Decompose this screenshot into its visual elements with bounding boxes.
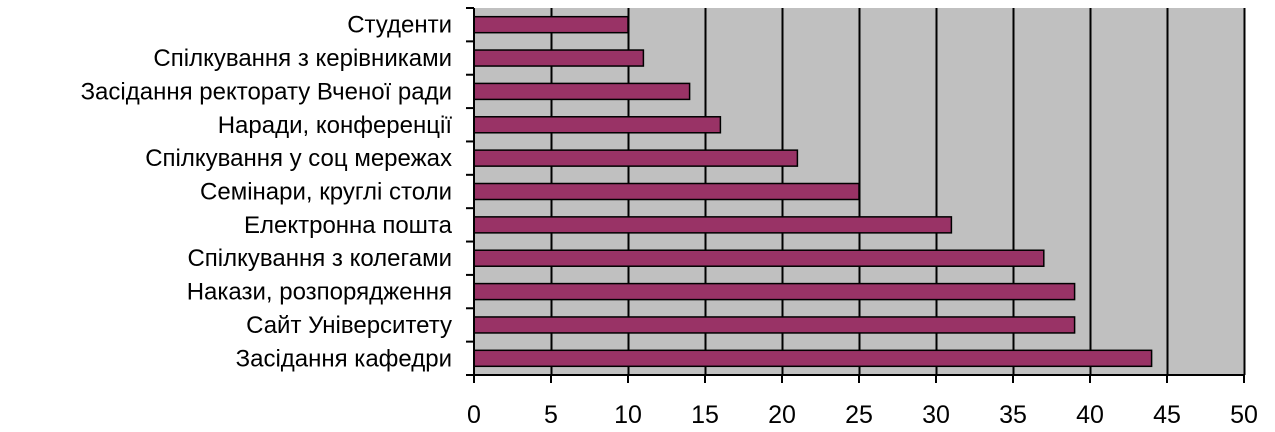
bar-0 — [473, 15, 629, 34]
category-labels: Студенти Спілкування з керівниками Засідан… — [81, 12, 453, 373]
bar-1 — [473, 49, 645, 67]
axes — [466, 7, 1245, 383]
x-tick-label-3: 15 — [691, 401, 719, 429]
x-tick-label-6: 30 — [922, 401, 950, 429]
x-tick-label-10: 50 — [1230, 401, 1258, 429]
x-tick-label-7: 35 — [999, 401, 1027, 429]
bar-4 — [473, 149, 799, 167]
x-tick-labels: 0 5 10 15 20 25 30 35 40 45 50 — [467, 401, 1258, 429]
category-label-7: Спілкування з колегами — [187, 245, 452, 272]
bar-7 — [473, 249, 1045, 267]
category-label-0: Студенти — [347, 12, 452, 39]
category-label-4: Спілкування у соц мережах — [145, 145, 452, 172]
category-label-1: Спілкування з керівниками — [153, 45, 452, 72]
bar-9 — [473, 316, 1076, 334]
bar-6 — [473, 216, 953, 234]
x-tick-label-2: 10 — [614, 401, 642, 429]
x-tick-label-4: 20 — [768, 401, 796, 429]
category-label-9: Сайт Університету — [246, 312, 452, 339]
bar-3 — [473, 116, 722, 134]
category-label-5: Семінари, круглі столи — [200, 179, 452, 206]
bar-2 — [473, 82, 691, 101]
bar-5 — [473, 182, 860, 201]
bar-10 — [473, 349, 1153, 368]
category-label-3: Наради, конференції — [218, 112, 453, 139]
x-tick-label-8: 40 — [1076, 401, 1104, 429]
category-label-10: Засідання кафедри — [236, 345, 452, 372]
bar-8 — [473, 282, 1076, 301]
x-tick-label-0: 0 — [467, 401, 481, 429]
category-label-8: Накази, розпорядження — [187, 279, 452, 306]
category-label-2: Засідання ректорату Вченої ради — [81, 78, 452, 105]
x-tick-label-9: 45 — [1153, 401, 1181, 429]
category-label-6: Електронна пошта — [244, 212, 453, 239]
x-tick-label-5: 25 — [845, 401, 873, 429]
x-tick-label-1: 5 — [544, 401, 558, 429]
